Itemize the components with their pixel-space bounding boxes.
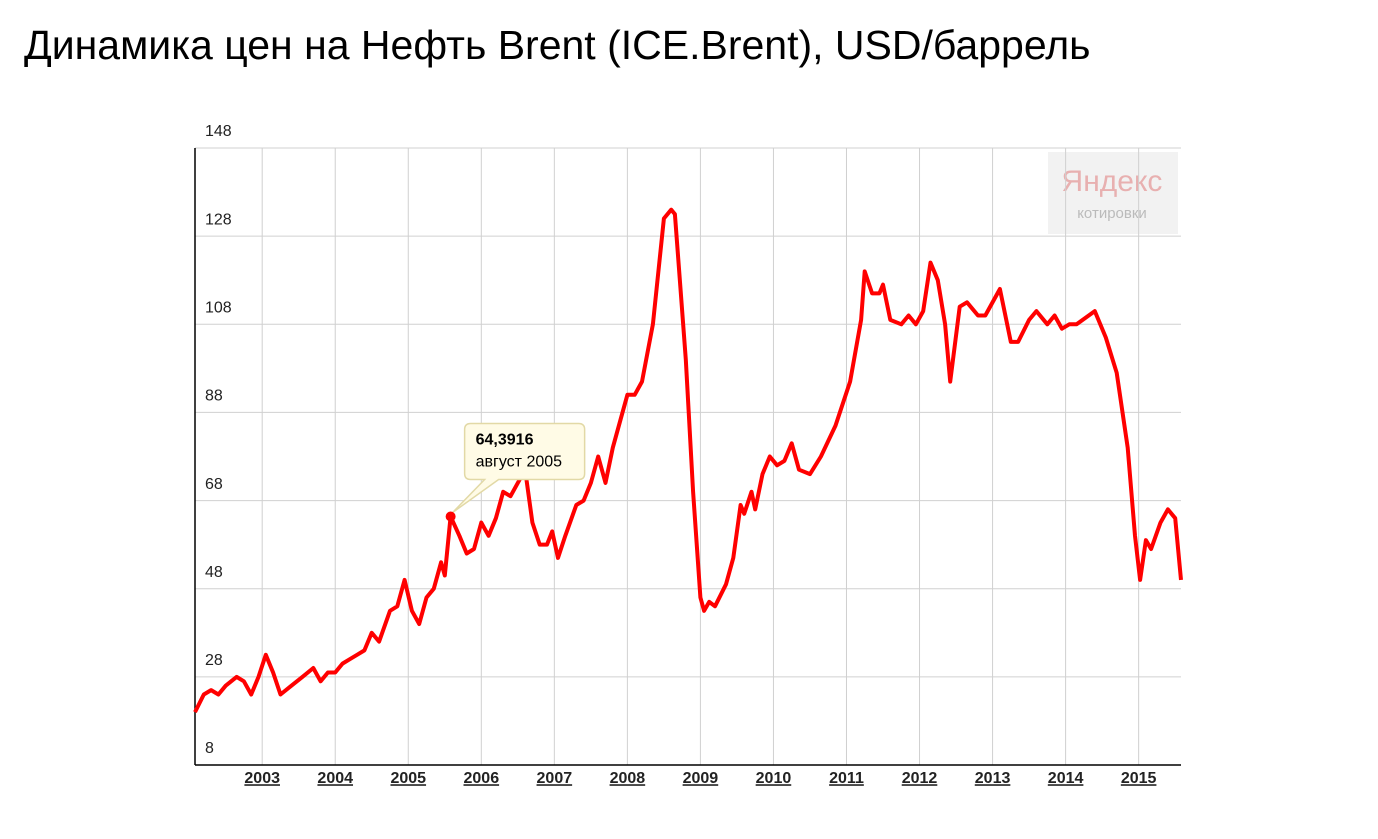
y-tick-label: 148 <box>205 123 232 140</box>
tooltip-box <box>452 422 586 514</box>
x-tick-label: 2005 <box>390 770 426 787</box>
x-tick-label: 2013 <box>975 770 1011 787</box>
y-tick-label: 8 <box>205 740 214 757</box>
y-tick-label: 128 <box>205 211 232 228</box>
annotation-point <box>445 511 456 522</box>
y-tick-label: 68 <box>205 476 223 493</box>
y-tick-label: 108 <box>205 300 232 317</box>
x-tick-label: 2008 <box>610 770 646 787</box>
x-tick-label: 2014 <box>1048 770 1084 787</box>
x-tick-label: 2003 <box>244 770 280 787</box>
x-tick-label: 2011 <box>829 770 864 787</box>
y-tick-label: 48 <box>205 564 223 581</box>
line <box>193 207 1183 713</box>
y-tick-label: 88 <box>205 388 223 405</box>
chart-title: Динамика цен на Нефть Brent (ICE.Brent),… <box>24 22 1091 68</box>
watermark-caption: котировки <box>1077 205 1147 222</box>
x-tick-label: 2007 <box>537 770 573 787</box>
x-tick-label: 2009 <box>683 770 719 787</box>
y-tick-label: 28 <box>205 652 223 669</box>
x-tick-label: 2010 <box>756 770 792 787</box>
x-tick-label: 2006 <box>464 770 500 787</box>
x-tick-label: 2015 <box>1121 770 1157 787</box>
watermark-bg <box>1048 152 1178 234</box>
tooltip-value: 64,3916 <box>476 432 534 449</box>
x-tick-label: 2004 <box>317 770 353 787</box>
x-tick-label: 2012 <box>902 770 938 787</box>
watermark-brand: Яндекс <box>1062 165 1163 198</box>
tooltip-date: август 2005 <box>476 454 563 471</box>
